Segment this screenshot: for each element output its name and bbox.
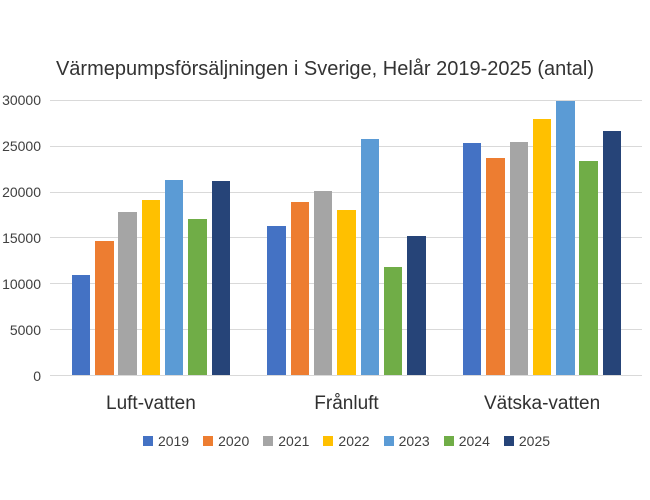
x-axis-category-label-fr-nluft: Frånluft — [314, 393, 379, 414]
legend-label-2022: 2022 — [338, 433, 370, 449]
y-axis-tick-label: 25000 — [2, 138, 41, 155]
legend-swatch-2023 — [383, 436, 394, 446]
chart-title: Värmepumpsförsäljningen i Sverige, Helår… — [55, 58, 595, 80]
legend-item-2021: 2021 — [263, 433, 309, 449]
bar-2020-luft-vatten — [95, 240, 114, 376]
bar-2019-fr-nluft — [267, 225, 286, 376]
bar-2022-fr-nluft — [337, 210, 356, 376]
legend-swatch-2019 — [142, 436, 153, 446]
bar-2024-v-tska-vatten — [579, 160, 598, 376]
gridline — [50, 191, 642, 193]
bar-2025-v-tska-vatten — [602, 130, 622, 376]
gridline — [50, 145, 642, 147]
legend-swatch-2020 — [203, 436, 214, 446]
gridline — [50, 99, 642, 101]
legend-item-2019: 2019 — [142, 433, 190, 449]
legend-swatch-2021 — [263, 436, 274, 446]
x-axis-category-label-luft-vatten: Luft-vatten — [106, 393, 196, 414]
y-axis-tick-label: 0 — [33, 367, 41, 384]
y-axis-tick-label: 10000 — [2, 275, 41, 292]
y-axis-tick-label: 5000 — [9, 321, 41, 338]
bar-2024-fr-nluft — [383, 267, 403, 376]
bar-2021-v-tska-vatten — [509, 142, 529, 376]
legend-label-2020: 2020 — [218, 433, 250, 449]
bar-2019-luft-vatten — [71, 274, 91, 376]
bar-2024-luft-vatten — [188, 218, 207, 376]
legend-item-2022: 2022 — [323, 433, 370, 449]
legend-item-2020: 2020 — [203, 433, 249, 449]
bar-2022-v-tska-vatten — [532, 118, 552, 376]
legend-item-2024: 2024 — [443, 433, 490, 449]
legend-item-2023: 2023 — [383, 433, 430, 449]
y-axis-tick-label: 30000 — [2, 92, 41, 109]
legend-item-2025: 2025 — [503, 433, 551, 449]
legend-label-2021: 2021 — [278, 433, 310, 449]
bar-2019-v-tska-vatten — [462, 143, 482, 376]
bar-2021-luft-vatten — [118, 212, 137, 376]
bar-2023-luft-vatten — [164, 180, 184, 376]
legend-swatch-2022 — [323, 436, 334, 446]
legend: 2019 2020 2021 2022 2023 2024 2025 — [50, 433, 643, 449]
bar-2022-luft-vatten — [141, 200, 161, 376]
y-axis-tick-label: 20000 — [2, 184, 41, 201]
bar-2021-fr-nluft — [313, 191, 333, 376]
bar-2025-luft-vatten — [211, 181, 231, 376]
x-axis-category-label-v-tska-vatten: Vätska-vatten — [484, 393, 601, 414]
legend-swatch-2025 — [503, 436, 514, 446]
legend-label-2025: 2025 — [518, 433, 551, 449]
gridline — [50, 375, 642, 376]
legend-label-2024: 2024 — [458, 433, 490, 449]
bar-2020-fr-nluft — [290, 202, 310, 376]
legend-label-2019: 2019 — [157, 433, 190, 449]
bar-2023-fr-nluft — [360, 138, 380, 376]
bar-2025-fr-nluft — [407, 236, 426, 376]
bar-2020-v-tska-vatten — [486, 158, 505, 376]
y-axis-tick-label: 15000 — [2, 229, 41, 246]
bar-2023-v-tska-vatten — [556, 101, 575, 376]
legend-swatch-2024 — [443, 436, 454, 446]
legend-label-2023: 2023 — [398, 433, 430, 449]
